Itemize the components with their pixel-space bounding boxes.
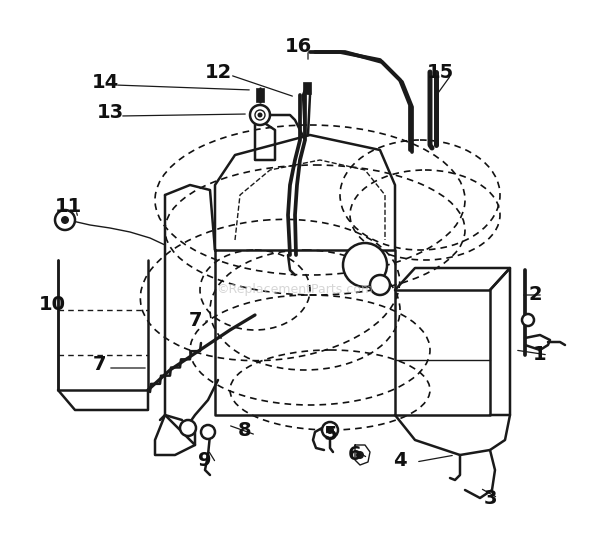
Text: 10: 10 xyxy=(38,295,65,315)
Bar xyxy=(303,82,311,94)
Text: 7: 7 xyxy=(93,355,107,374)
Bar xyxy=(256,88,264,102)
Circle shape xyxy=(322,422,338,438)
Circle shape xyxy=(326,426,334,434)
Text: ©ReplacementParts.com: ©ReplacementParts.com xyxy=(217,284,373,296)
Circle shape xyxy=(250,105,270,125)
Circle shape xyxy=(201,425,215,439)
Text: 6: 6 xyxy=(348,445,362,464)
Text: 4: 4 xyxy=(393,450,407,470)
Text: 3: 3 xyxy=(483,489,497,507)
Text: 8: 8 xyxy=(238,421,252,439)
Text: 15: 15 xyxy=(427,62,454,82)
Text: 11: 11 xyxy=(54,198,81,216)
Text: 2: 2 xyxy=(528,285,542,305)
Circle shape xyxy=(55,210,75,230)
Text: 5: 5 xyxy=(323,426,337,444)
Text: 16: 16 xyxy=(284,38,312,56)
Circle shape xyxy=(255,110,265,120)
Text: 9: 9 xyxy=(198,450,212,470)
Circle shape xyxy=(343,243,387,287)
Circle shape xyxy=(257,113,263,118)
Circle shape xyxy=(522,314,534,326)
Circle shape xyxy=(180,420,196,436)
Text: 12: 12 xyxy=(204,62,232,82)
Circle shape xyxy=(370,275,390,295)
Circle shape xyxy=(356,451,364,459)
Text: 1: 1 xyxy=(533,346,547,364)
Text: 14: 14 xyxy=(91,72,119,92)
Text: 13: 13 xyxy=(96,104,123,123)
Text: 7: 7 xyxy=(188,310,202,330)
Circle shape xyxy=(61,216,69,224)
